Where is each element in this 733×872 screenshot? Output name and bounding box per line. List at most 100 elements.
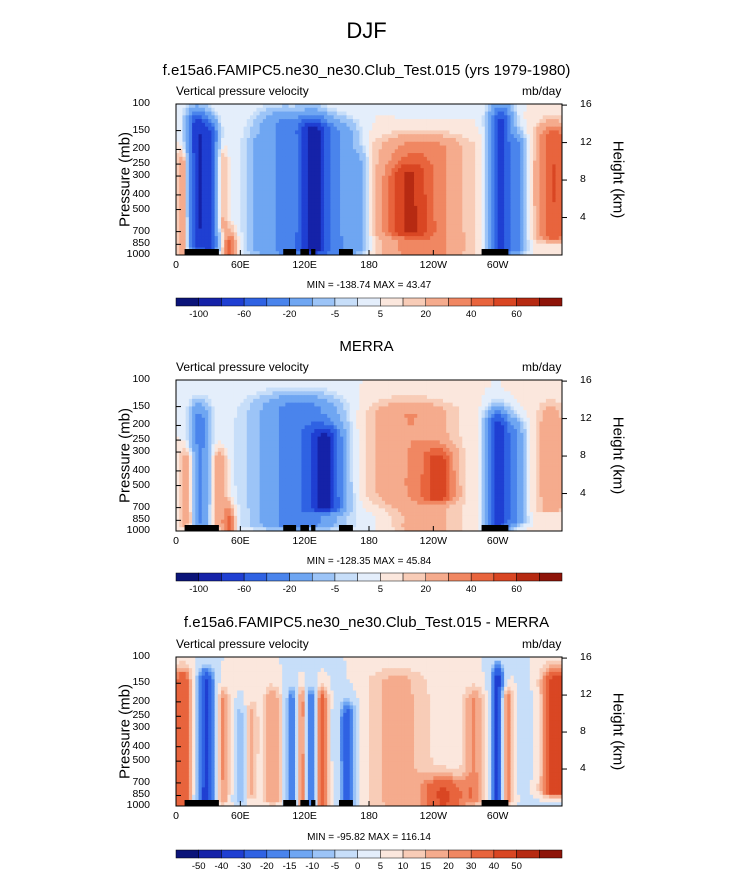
field-cell (188, 145, 193, 150)
field-cell (336, 122, 341, 128)
field-cell (317, 239, 322, 245)
field-cell (217, 190, 222, 195)
field-cell (278, 205, 283, 211)
field-cell (410, 213, 415, 218)
field-cell (468, 187, 473, 192)
field-cell (452, 236, 457, 241)
field-cell (491, 221, 495, 226)
field-cell (262, 141, 267, 146)
field-cell (295, 126, 299, 131)
field-cell (272, 202, 277, 207)
field-cell (227, 236, 232, 241)
field-cell (414, 213, 418, 218)
field-cell (282, 122, 286, 128)
field-cell (533, 119, 537, 124)
field-cell (307, 119, 312, 124)
field-cell (246, 137, 251, 143)
field-cell (523, 171, 528, 177)
field-cell (446, 171, 450, 177)
field-cell (176, 145, 180, 150)
field-cell (526, 239, 531, 245)
field-cell (346, 160, 351, 165)
field-cell (410, 187, 415, 192)
field-cell (352, 198, 357, 203)
field-cell (381, 213, 386, 218)
field-cell (346, 236, 351, 241)
field-cell (436, 119, 441, 124)
field-cell (233, 175, 238, 180)
field-cell (401, 168, 405, 173)
field-cell (555, 217, 560, 222)
field-cell (513, 137, 518, 143)
field-cell (288, 134, 293, 139)
field-cell (182, 190, 187, 195)
field-cell (481, 243, 486, 248)
field-cell (507, 153, 511, 158)
field-cell (224, 104, 228, 109)
field-cell (510, 243, 515, 248)
field-cell (266, 202, 270, 207)
field-cell (246, 213, 251, 218)
field-cell (539, 209, 544, 214)
field-cell (481, 130, 486, 135)
field-cell (468, 134, 473, 139)
field-cell (185, 243, 190, 248)
field-cell (420, 104, 425, 109)
field-cell (230, 183, 235, 188)
field-cell (362, 179, 367, 184)
field-cell (221, 119, 225, 124)
field-cell (539, 168, 544, 173)
field-cell (330, 209, 335, 214)
field-cell (266, 183, 270, 188)
field-cell (491, 209, 495, 214)
field-cell (208, 217, 212, 222)
field-cell (459, 171, 463, 177)
field-cell (442, 145, 447, 150)
field-cell (269, 251, 273, 256)
field-cell (307, 145, 312, 150)
field-cell (301, 141, 306, 146)
field-cell (558, 209, 563, 214)
field-cell (410, 202, 415, 207)
field-cell (516, 171, 521, 177)
field-cell (407, 171, 412, 177)
colorbar-swatch (243, 297, 268, 307)
field-cell (275, 194, 280, 199)
field-cell (195, 160, 199, 165)
field-cell (188, 137, 193, 143)
field-cell (227, 168, 232, 173)
field-cell (478, 187, 482, 192)
field-cell (227, 209, 232, 214)
field-cell (221, 198, 225, 203)
field-cell (343, 183, 347, 188)
field-cell (307, 115, 312, 120)
field-cell (253, 183, 257, 188)
field-cell (230, 217, 235, 222)
field-cell (423, 239, 428, 245)
field-cell (417, 153, 421, 158)
field-cell (333, 213, 338, 218)
field-cell (201, 198, 206, 203)
field-cell (414, 107, 418, 112)
field-cell (365, 141, 370, 146)
field-cell (417, 236, 421, 241)
field-cell (195, 122, 199, 128)
field-cell (439, 149, 444, 154)
field-cell (397, 209, 402, 214)
field-cell (182, 164, 187, 169)
field-cell (452, 171, 457, 177)
field-cell (545, 183, 550, 188)
field-cell (420, 145, 425, 150)
field-cell (417, 209, 421, 214)
field-cell (291, 156, 296, 162)
field-cell (340, 239, 344, 245)
field-cell (291, 209, 296, 214)
field-cell (333, 111, 338, 116)
field-cell (278, 224, 283, 229)
field-cell (500, 228, 505, 233)
field-cell (468, 111, 473, 116)
field-cell (362, 175, 367, 180)
field-cell (330, 104, 335, 109)
field-cell (304, 160, 309, 165)
field-cell (529, 137, 534, 143)
